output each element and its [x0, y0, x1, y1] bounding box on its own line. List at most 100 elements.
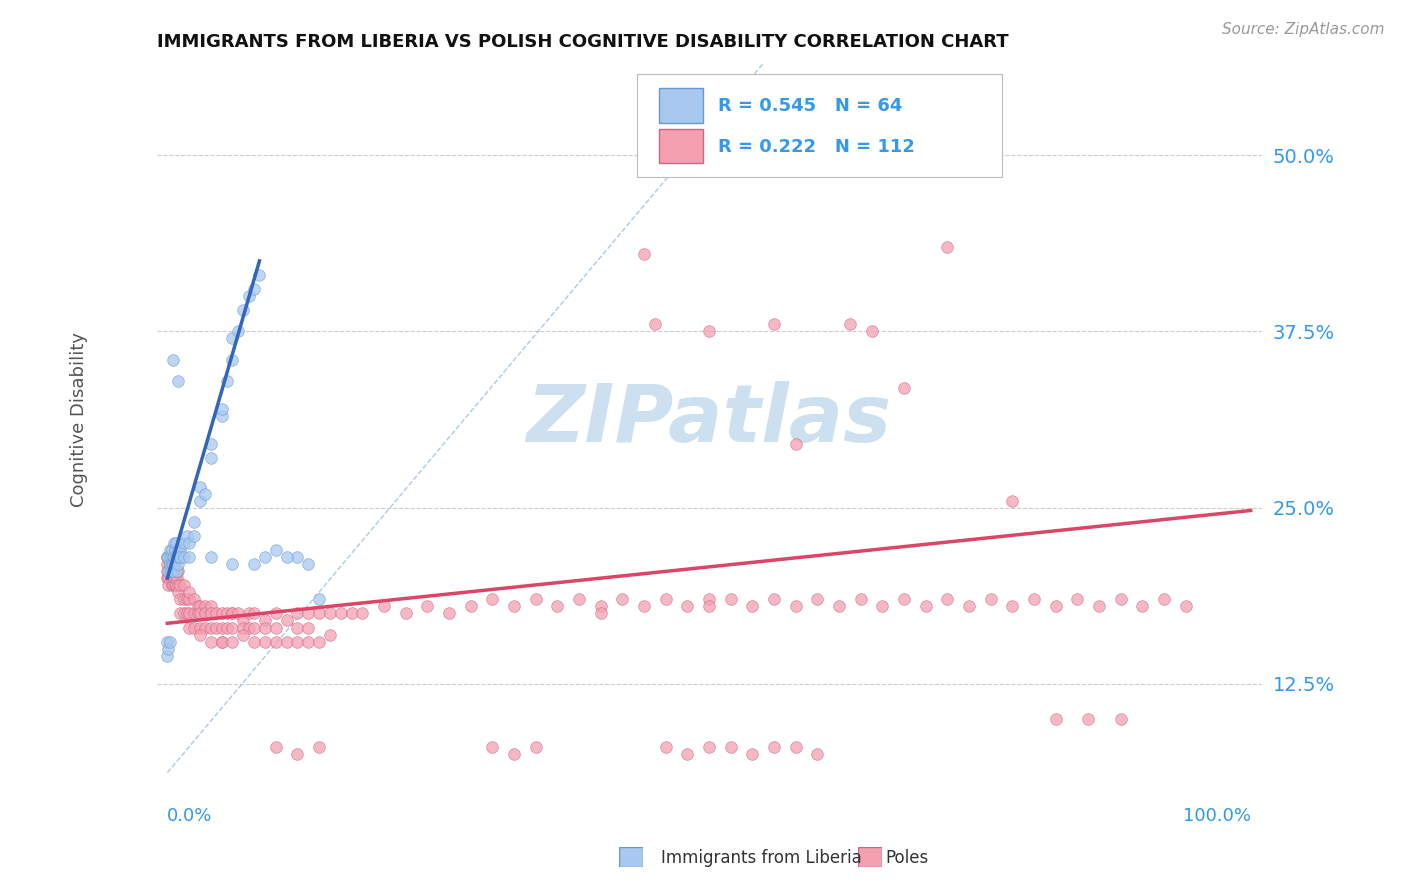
Point: [173, 549, 195, 564]
Point: [221, 607, 243, 621]
Point: [785, 437, 807, 451]
Point: [156, 564, 179, 578]
Point: [187, 599, 209, 614]
Point: [200, 437, 222, 451]
Point: [352, 607, 374, 621]
Point: [276, 634, 298, 648]
Point: [159, 557, 181, 571]
Point: [308, 592, 330, 607]
Point: [936, 592, 959, 607]
Point: [276, 614, 298, 628]
Point: [157, 571, 180, 585]
Point: [187, 607, 209, 621]
Point: [188, 620, 211, 634]
Point: [162, 571, 184, 585]
Point: [188, 493, 211, 508]
Text: R = 0.222   N = 112: R = 0.222 N = 112: [718, 138, 915, 156]
Point: [221, 634, 243, 648]
Point: [177, 620, 200, 634]
Point: [183, 592, 205, 607]
FancyBboxPatch shape: [659, 88, 703, 122]
Point: [243, 607, 266, 621]
Point: [160, 578, 183, 592]
Point: [173, 607, 195, 621]
Point: [828, 599, 851, 614]
Point: [188, 607, 211, 621]
Point: [720, 740, 742, 755]
Point: [165, 549, 187, 564]
Point: [194, 607, 217, 621]
Point: [654, 740, 676, 755]
Point: [167, 585, 190, 599]
Text: Source: ZipAtlas.com: Source: ZipAtlas.com: [1222, 22, 1385, 37]
Point: [169, 607, 191, 621]
Point: [221, 607, 243, 621]
Point: [253, 620, 276, 634]
Point: [276, 549, 298, 564]
Point: [319, 607, 342, 621]
Point: [163, 536, 186, 550]
Point: [157, 641, 180, 656]
Point: [238, 607, 260, 621]
Point: [169, 578, 191, 592]
Point: [340, 607, 363, 621]
Point: [169, 549, 191, 564]
Point: [183, 607, 205, 621]
Point: [157, 578, 180, 592]
Point: [226, 325, 249, 339]
Point: [156, 648, 179, 663]
Point: [200, 451, 222, 466]
Point: [249, 268, 271, 282]
Point: [163, 564, 186, 578]
Point: [159, 564, 181, 578]
Point: [177, 549, 200, 564]
Point: [205, 620, 228, 634]
Point: [1109, 712, 1132, 726]
Point: [785, 740, 807, 755]
Text: IMMIGRANTS FROM LIBERIA VS POLISH COGNITIVE DISABILITY CORRELATION CHART: IMMIGRANTS FROM LIBERIA VS POLISH COGNIT…: [156, 33, 1008, 51]
Point: [177, 592, 200, 607]
Point: [163, 549, 186, 564]
Point: [264, 634, 287, 648]
Point: [183, 515, 205, 529]
Point: [914, 599, 936, 614]
Point: [893, 381, 915, 395]
Point: [243, 557, 266, 571]
Point: [253, 634, 276, 648]
Point: [676, 747, 699, 762]
Point: [297, 557, 319, 571]
Point: [156, 557, 179, 571]
Point: [297, 634, 319, 648]
Point: [589, 607, 612, 621]
Point: [188, 627, 211, 641]
Point: [416, 599, 439, 614]
Point: [167, 564, 190, 578]
Point: [183, 529, 205, 543]
Text: ZIPatlas: ZIPatlas: [526, 381, 891, 458]
Point: [163, 543, 186, 558]
Point: [221, 620, 243, 634]
Point: [644, 318, 666, 332]
Point: [177, 536, 200, 550]
Point: [159, 564, 181, 578]
Point: [285, 607, 308, 621]
Point: [162, 564, 184, 578]
Point: [676, 599, 699, 614]
Point: [264, 543, 287, 558]
Point: [177, 607, 200, 621]
Point: [806, 747, 828, 762]
Point: [163, 571, 186, 585]
Point: [173, 536, 195, 550]
Point: [860, 325, 883, 339]
Point: [173, 578, 195, 592]
Point: [437, 607, 460, 621]
Point: [1088, 599, 1111, 614]
Point: [183, 620, 205, 634]
Point: [176, 529, 198, 543]
Point: [232, 627, 254, 641]
Point: [211, 607, 233, 621]
Point: [319, 627, 342, 641]
Point: [205, 607, 228, 621]
Point: [165, 564, 187, 578]
Point: [157, 549, 180, 564]
